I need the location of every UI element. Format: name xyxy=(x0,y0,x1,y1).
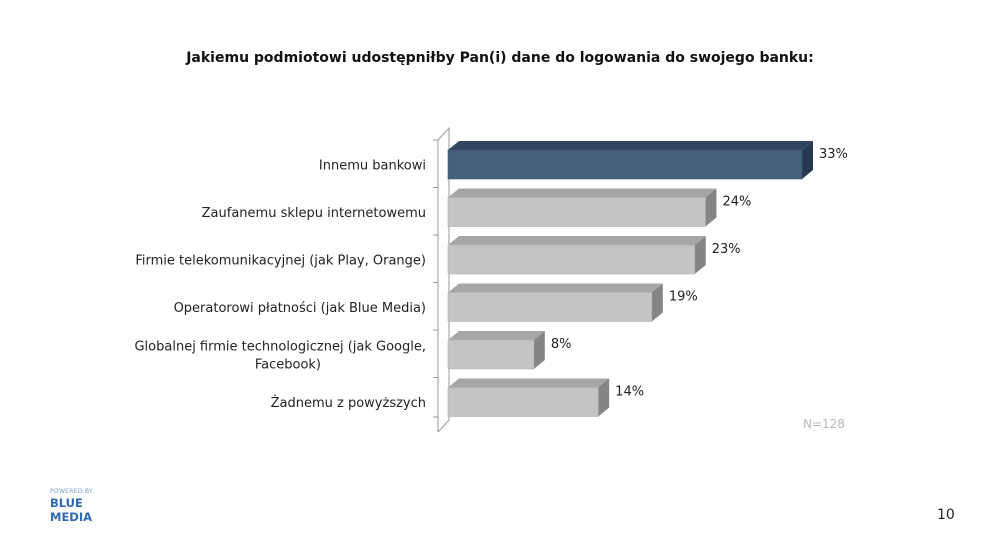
category-label: Zaufanemu sklepu internetowemu xyxy=(202,206,426,221)
logo-powered-by: POWERED BY xyxy=(50,488,94,495)
bar xyxy=(447,339,535,370)
value-label: 33% xyxy=(819,147,848,162)
logo-line-media: MEDIA xyxy=(50,510,93,524)
bar-side-face xyxy=(694,236,706,274)
bar-top-face xyxy=(448,378,610,388)
value-label: 14% xyxy=(615,385,644,400)
page-number: 10 xyxy=(937,507,955,523)
bar-top-face xyxy=(448,331,545,340)
bar-side-face xyxy=(533,331,545,369)
bar xyxy=(447,387,599,417)
bar-top-face xyxy=(448,283,663,293)
axis-wall xyxy=(437,126,450,433)
category-label: Globalnej firmie technologicznej (jak Go… xyxy=(134,340,426,373)
bar-side-face xyxy=(651,283,663,322)
logo-line-blue: BLUE xyxy=(50,496,83,510)
bar-top-face xyxy=(448,141,813,150)
sample-size-note: N=128 xyxy=(803,417,845,431)
bar xyxy=(447,244,696,275)
bar xyxy=(447,149,803,180)
category-label: Żadnemu z powyższych xyxy=(271,395,426,411)
value-label: 19% xyxy=(669,290,698,305)
bar xyxy=(447,292,653,322)
bar-top-face xyxy=(448,236,706,245)
bar-side-face xyxy=(598,378,610,417)
bar-top-face xyxy=(448,188,717,198)
bar xyxy=(447,197,706,227)
value-label: 24% xyxy=(722,195,751,210)
category-label: Firmie telekomunikacyjnej (jak Play, Ora… xyxy=(135,254,426,269)
chart-title: Jakiemu podmiotowi udostępniłby Pan(i) d… xyxy=(186,50,814,66)
category-label: Operatorowi płatności (jak Blue Media) xyxy=(174,301,426,316)
value-label: 8% xyxy=(551,337,572,352)
bar-side-face xyxy=(705,188,717,227)
value-label: 23% xyxy=(712,242,741,257)
bar-side-face xyxy=(802,141,813,179)
blue-media-logo: POWERED BY BLUE MEDIA xyxy=(50,488,94,524)
category-label: Innemu bankowi xyxy=(319,159,426,174)
